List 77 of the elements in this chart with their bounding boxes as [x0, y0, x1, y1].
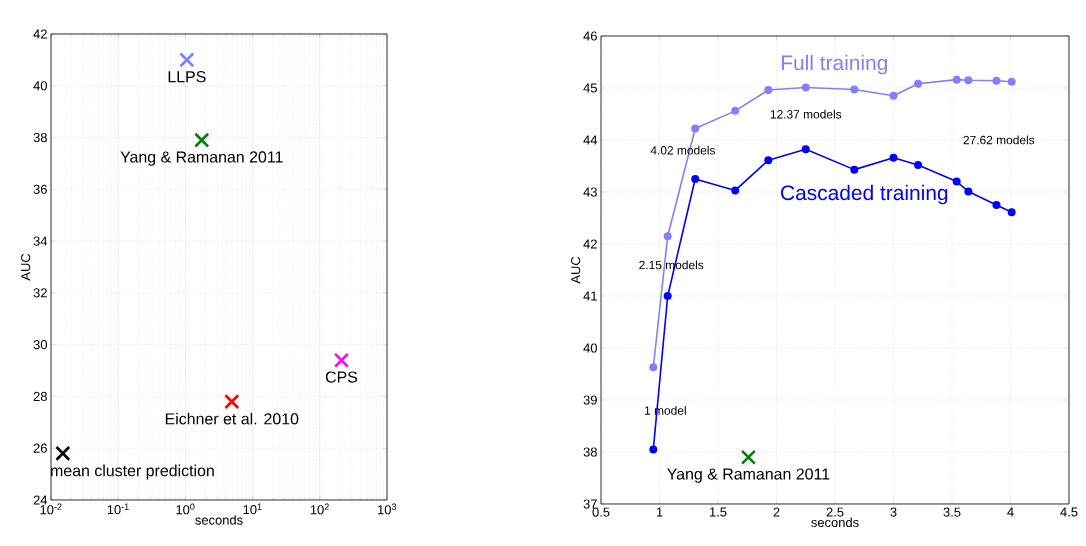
point: [964, 187, 973, 196]
x-tick-label: 10$^{-1}$: [107, 503, 129, 515]
point: [663, 232, 672, 241]
y-tick-label: 38: [583, 447, 597, 457]
y-tick-label: 43: [583, 187, 597, 197]
point: [850, 85, 859, 94]
y-axis-title: AUC: [21, 253, 31, 281]
point: [801, 145, 810, 154]
point: [691, 124, 700, 133]
y-tick-label: 32: [33, 288, 47, 298]
x-tick-label: 1: [656, 507, 663, 517]
point: [1007, 208, 1016, 217]
point: [914, 160, 923, 169]
point: [889, 153, 898, 162]
point: [663, 291, 672, 300]
y-tick-label: 45: [583, 83, 597, 93]
x-tick-label: 3: [890, 507, 897, 517]
point: [731, 186, 740, 195]
annotation: 27.62 models: [963, 135, 1035, 145]
point: [649, 445, 658, 454]
point: [731, 106, 740, 115]
series-label: CPS: [325, 371, 358, 383]
point: [964, 76, 973, 85]
y-tick-label: 40: [33, 81, 47, 91]
series-label: Full training: [781, 54, 887, 75]
y-tick-label: 42: [33, 29, 47, 39]
x-tick-label: 4.5: [1060, 507, 1078, 517]
x-tick-label: 10$^{2}$: [310, 503, 329, 515]
y-tick-label: 41: [583, 291, 597, 301]
x-tick-label: 4: [1007, 507, 1014, 517]
x-tick-label: 10$^{-2}$: [40, 503, 62, 515]
y-tick-label: 26: [33, 443, 47, 453]
point: [850, 165, 859, 174]
y-tick-label: 24: [33, 495, 48, 505]
y-tick-label: 40: [583, 343, 597, 353]
x-tick-label: 1.5: [709, 507, 727, 517]
y-tick-label: 39: [583, 395, 597, 405]
series-label: Yang & Ramanan 2011: [667, 468, 830, 483]
series-label: Cascaded training: [781, 184, 948, 205]
x-tick-label: 10$^{1}$: [243, 503, 262, 515]
x-tick-label: 0.5: [592, 507, 610, 517]
x-axis-title: seconds: [195, 515, 243, 525]
x-axis-title: seconds: [811, 517, 859, 528]
y-tick-label: 46: [583, 31, 597, 41]
x-tick-label: 3.5: [943, 507, 961, 517]
y-tick-label: 34: [33, 236, 48, 246]
series-label: Yang & Ramanan 2011: [120, 151, 283, 166]
y-tick-label: 37: [583, 499, 597, 509]
series-label: mean cluster prediction: [51, 464, 214, 480]
point: [992, 76, 1001, 85]
y-tick-label: 28: [33, 391, 47, 402]
point: [801, 83, 810, 92]
point: [1007, 77, 1016, 86]
point: [649, 363, 658, 372]
annotation: 4.02 models: [650, 145, 716, 155]
x-tick-label: 10$^{0}$: [176, 503, 195, 515]
point: [952, 177, 961, 186]
y-tick-label: 42: [583, 239, 597, 249]
series-label: LLPS: [168, 71, 206, 83]
y-tick-label: 36: [33, 184, 47, 194]
annotation: 12.37 models: [770, 109, 842, 119]
y-tick-label: 38: [33, 132, 47, 143]
x-tick-label: 2: [773, 507, 780, 517]
y-tick-label: 30: [33, 340, 47, 350]
x-tick-label: 10$^{3}$: [378, 503, 397, 515]
point: [740, 449, 757, 465]
point: [992, 200, 1001, 209]
point: [764, 86, 773, 95]
point: [914, 79, 923, 88]
point: [764, 156, 773, 165]
point: [952, 75, 961, 84]
y-tick-label: 44: [583, 135, 598, 145]
x-tick-label: 2.5: [826, 507, 844, 517]
y-axis-title: AUC: [571, 256, 581, 284]
point: [691, 174, 700, 183]
series-label: Eichner et al. 2010: [165, 412, 299, 425]
point: [889, 91, 898, 100]
